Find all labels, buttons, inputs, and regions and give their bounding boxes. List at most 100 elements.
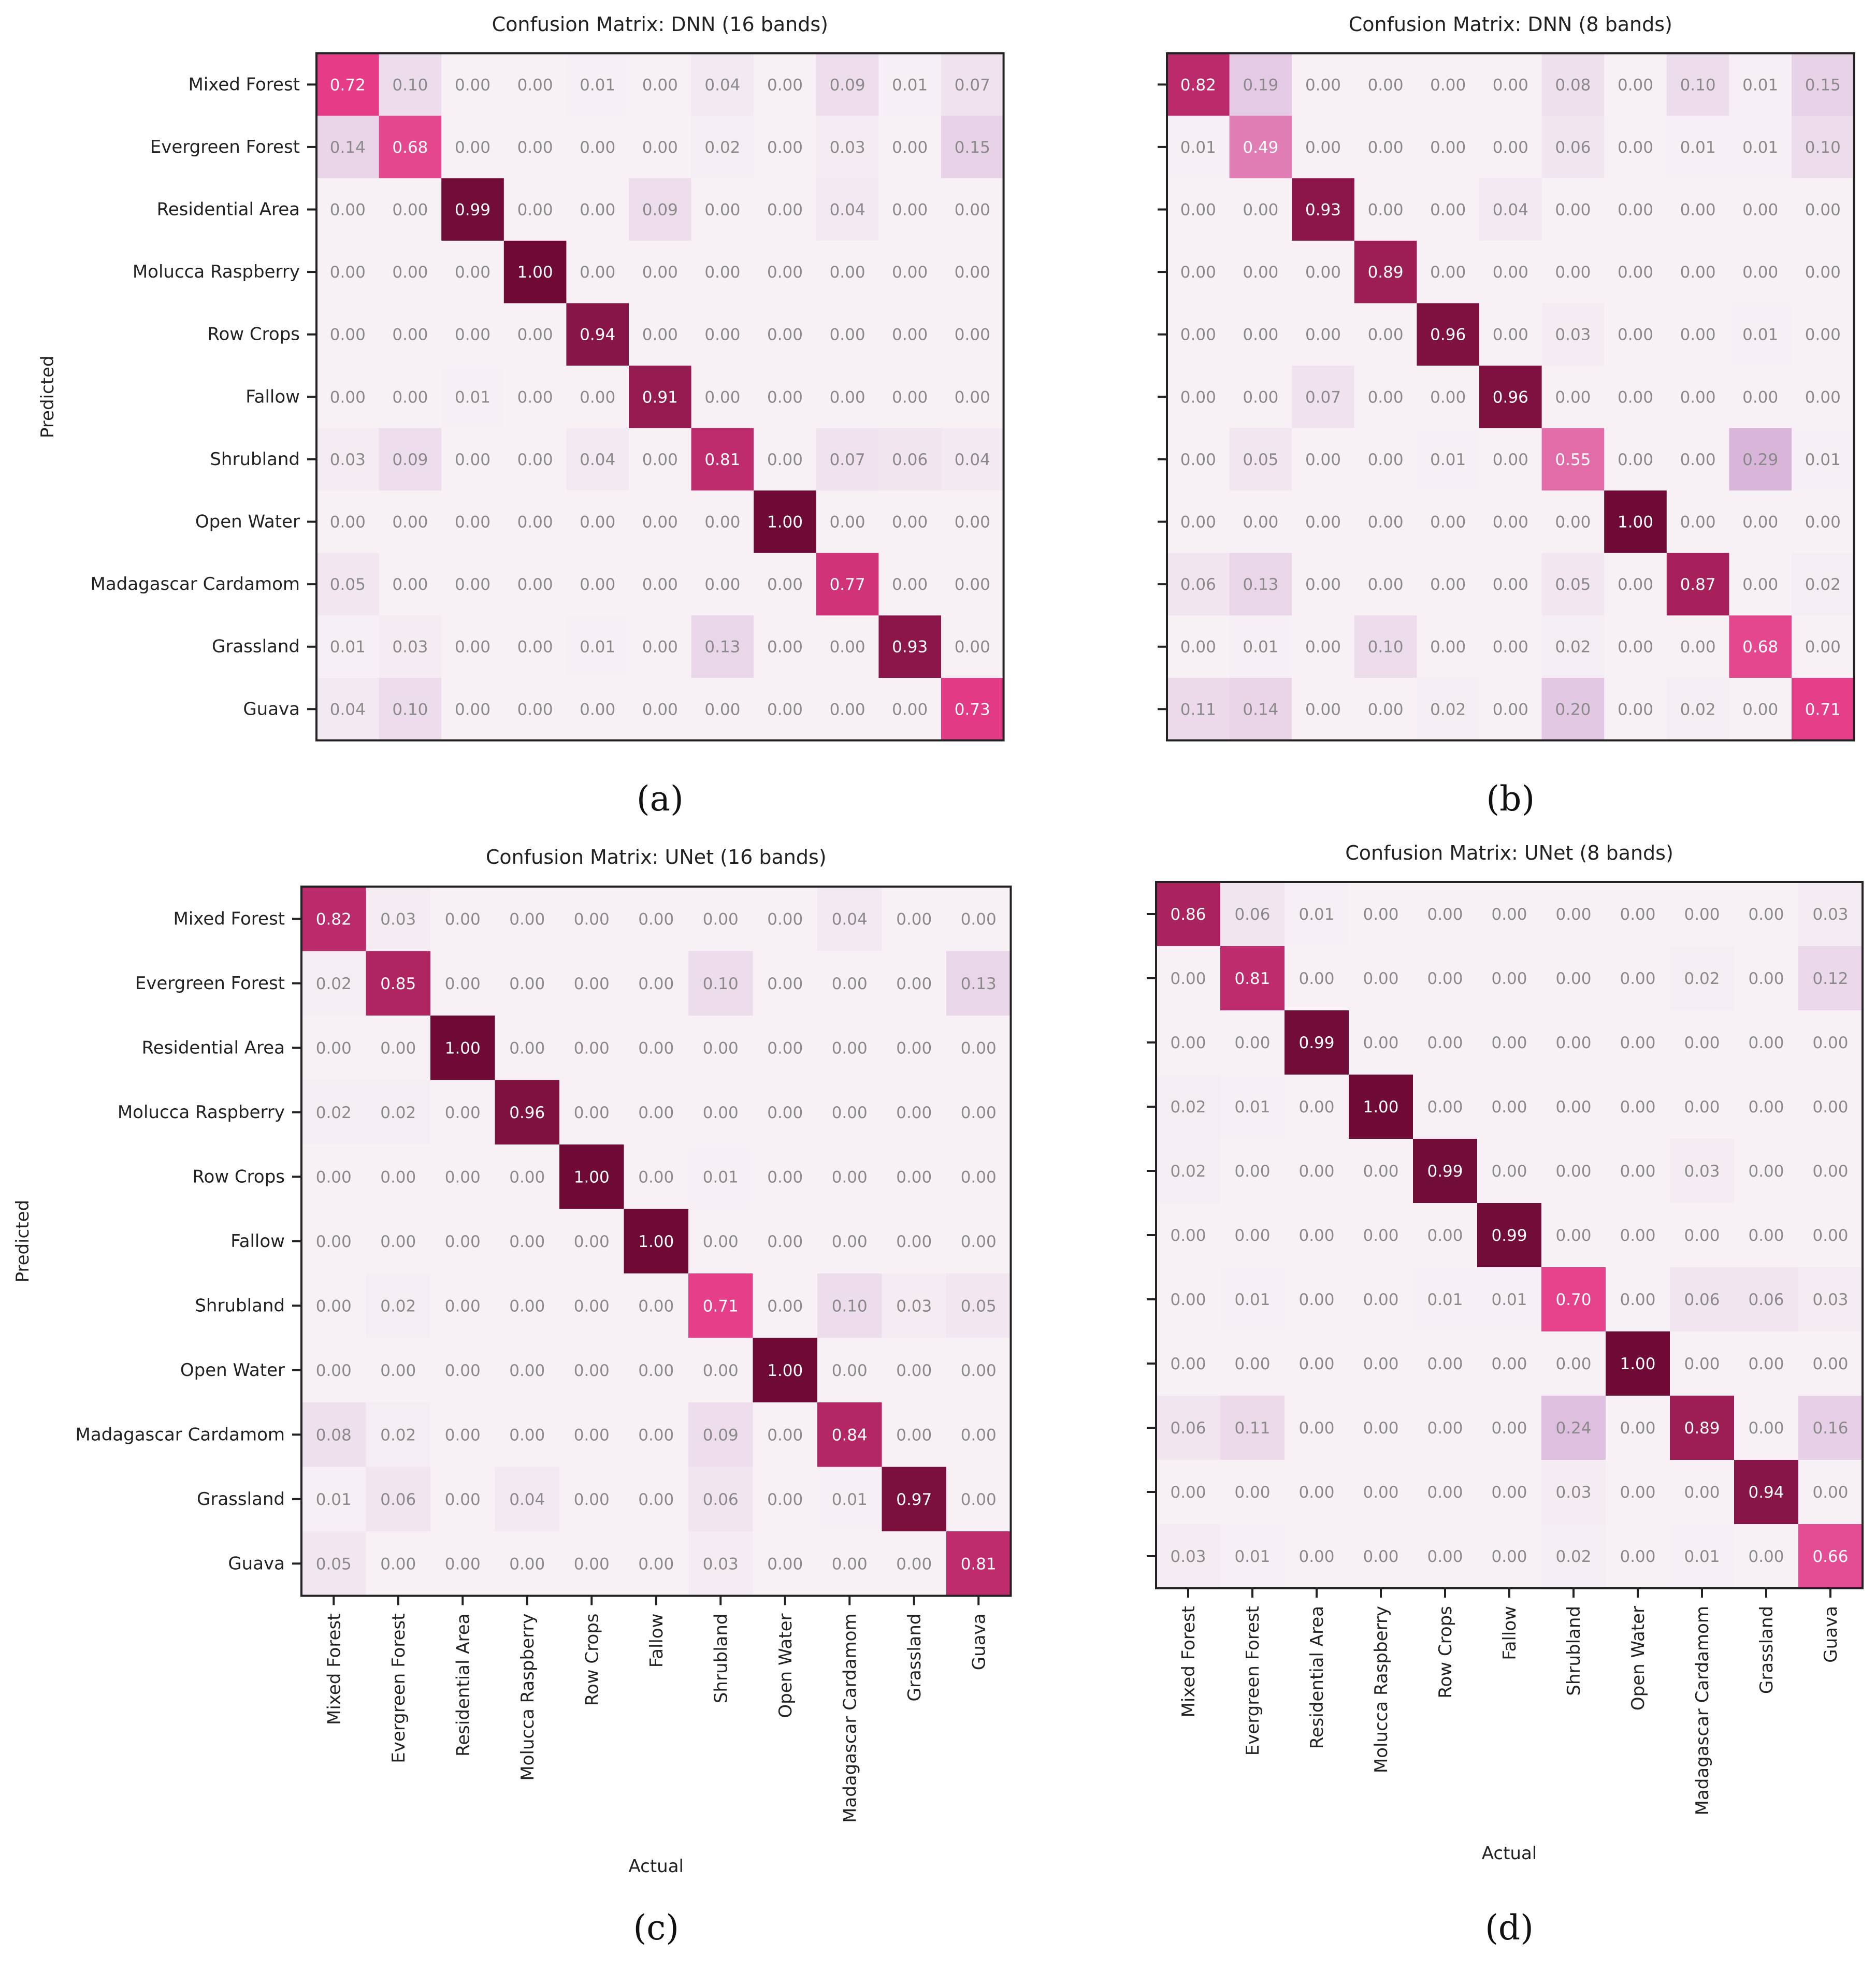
cell-value-label: 0.00 <box>574 1104 610 1122</box>
heatmap-cell <box>495 887 560 951</box>
cell-value-label: 0.00 <box>455 326 490 344</box>
heatmap-cell <box>1229 490 1292 554</box>
heatmap-cell <box>1541 615 1605 678</box>
cell-value-label: 0.00 <box>1305 451 1341 469</box>
heatmap-cell <box>566 240 629 303</box>
cell-value-label: 0.00 <box>1180 388 1216 407</box>
heatmap-cell <box>1666 53 1729 117</box>
cell-value-label: 0.01 <box>1430 451 1466 469</box>
heatmap-cell <box>941 366 1004 429</box>
heatmap-cell <box>688 1402 753 1467</box>
heatmap-cell <box>816 678 879 741</box>
heatmap-cell <box>1666 553 1729 616</box>
cell-value-label: 0.14 <box>1243 700 1278 719</box>
cell-value-label: 0.10 <box>392 76 428 94</box>
cell-value-label: 0.00 <box>580 263 615 282</box>
cell-value-label: 0.00 <box>832 1361 868 1380</box>
heatmap-cell <box>503 678 567 741</box>
heatmap-cell <box>816 115 879 179</box>
heatmap-cell <box>629 490 692 554</box>
cell-value-label: 0.00 <box>574 975 610 993</box>
cell-value-label: 0.00 <box>1305 326 1341 344</box>
heatmap-cell <box>754 553 817 616</box>
heatmap-cell <box>1354 553 1417 616</box>
heatmap-cell <box>1734 1460 1799 1525</box>
cell-value-label: 0.00 <box>1555 1034 1591 1052</box>
cell-value-label: 0.00 <box>892 326 928 344</box>
heatmap-cell <box>1477 1331 1542 1396</box>
cell-value-label: 0.93 <box>1305 201 1341 220</box>
cell-value-label: 0.00 <box>1620 969 1655 988</box>
heatmap-cell <box>629 303 692 366</box>
y-tick-label: Open Water <box>180 1360 285 1381</box>
heatmap-cell <box>1220 1075 1285 1139</box>
heatmap-cell <box>379 678 442 741</box>
cell-value-label: 0.00 <box>1305 700 1341 719</box>
cell-value-label: 0.01 <box>703 1168 739 1186</box>
heatmap-cell <box>430 1531 495 1596</box>
heatmap-cell <box>1417 615 1480 678</box>
cell-value-label: 0.00 <box>1805 326 1841 344</box>
cell-value-label: 0.96 <box>509 1104 545 1122</box>
cell-value-label: 0.00 <box>1363 1226 1398 1245</box>
cell-value-label: 0.00 <box>392 575 428 594</box>
cell-value-label: 0.00 <box>1748 1419 1784 1438</box>
heatmap-cell <box>878 178 942 241</box>
cell-value-label: 0.00 <box>1298 1483 1334 1502</box>
heatmap-cell <box>1734 1075 1799 1139</box>
heatmap-cell <box>941 553 1004 616</box>
heatmap-cell <box>1349 1524 1413 1589</box>
heatmap-cell <box>301 887 366 951</box>
heatmap-cell <box>817 1402 882 1467</box>
heatmap-cell <box>624 951 689 1016</box>
cell-value-label: 0.00 <box>1363 1419 1398 1438</box>
heatmap-cell <box>1604 366 1667 429</box>
heatmap-cell <box>301 1080 366 1145</box>
cell-value-label: 0.01 <box>316 1490 352 1509</box>
heatmap-cell <box>495 1016 560 1080</box>
heatmap-cell <box>559 1209 624 1274</box>
cell-value-label: 1.00 <box>1363 1098 1398 1117</box>
cell-value-label: 0.09 <box>642 201 678 220</box>
cell-value-label: 0.00 <box>1298 1226 1334 1245</box>
cell-value-label: 0.00 <box>445 1104 481 1122</box>
heatmap-cell <box>1798 1331 1863 1396</box>
cell-value-label: 0.00 <box>1620 1162 1655 1181</box>
cell-value-label: 0.82 <box>316 910 352 929</box>
cell-value-label: 0.10 <box>392 700 428 719</box>
cell-value-label: 0.00 <box>316 1168 352 1186</box>
heatmap-cell <box>1604 428 1667 491</box>
heatmap-cell <box>1604 490 1667 554</box>
heatmap-cell <box>1220 1331 1285 1396</box>
cell-value-label: 0.00 <box>517 638 553 657</box>
cell-value-label: 0.00 <box>1620 1226 1655 1245</box>
cell-value-label: 0.00 <box>961 910 997 929</box>
cell-value-label: 0.15 <box>1805 76 1841 94</box>
heatmap-cell <box>1417 53 1480 117</box>
heatmap-cell <box>316 553 380 616</box>
heatmap-cell <box>688 1338 753 1403</box>
heatmap-cell <box>1354 678 1417 741</box>
cell-value-label: 0.00 <box>1427 1483 1463 1502</box>
heatmap-cell <box>1606 1010 1670 1075</box>
heatmap-cell <box>688 1273 753 1338</box>
heatmap-cell <box>316 366 380 429</box>
cell-value-label: 0.00 <box>1805 513 1841 532</box>
heatmap-cell <box>1292 428 1355 491</box>
cell-value-label: 0.02 <box>380 1104 416 1122</box>
cell-value-label: 0.00 <box>961 1233 997 1251</box>
heatmap-cell <box>754 490 817 554</box>
cell-value-label: 0.91 <box>642 388 678 407</box>
cell-value-label: 0.00 <box>638 1039 674 1057</box>
cell-value-label: 0.00 <box>704 513 740 532</box>
cell-value-label: 0.00 <box>703 910 739 929</box>
heatmap-cell <box>1220 946 1285 1011</box>
cell-value-label: 0.00 <box>767 1168 803 1186</box>
cell-value-label: 0.68 <box>1742 638 1778 657</box>
heatmap-cell <box>941 428 1004 491</box>
heatmap-cell <box>1354 428 1417 491</box>
heatmap-cell <box>1220 1460 1285 1525</box>
cell-value-label: 0.00 <box>767 76 803 94</box>
cell-value-label: 0.19 <box>1243 76 1278 94</box>
cell-value-label: 0.02 <box>380 1297 416 1315</box>
